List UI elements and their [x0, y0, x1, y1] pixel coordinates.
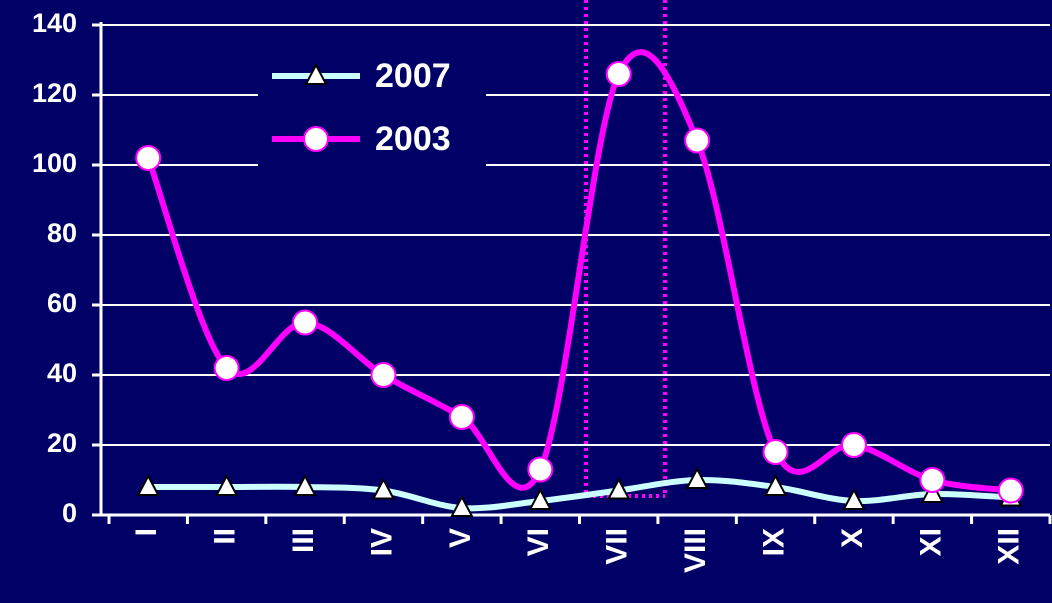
y-tick-label: 0	[62, 498, 77, 528]
marker	[840, 432, 867, 458]
y-tick-label: 80	[47, 218, 77, 248]
legend-label: 2007	[375, 57, 451, 95]
marker	[997, 477, 1024, 504]
marker	[605, 61, 632, 87]
marker	[214, 473, 239, 496]
legend: 2007 2003	[258, 52, 486, 178]
marker	[371, 477, 396, 500]
x-tick-label: I	[130, 528, 163, 536]
y-tick-label: 140	[32, 8, 77, 38]
x-tick-label: IX	[757, 528, 790, 556]
marker	[136, 473, 160, 496]
marker	[919, 467, 946, 493]
marker	[763, 473, 788, 496]
x-tick-label: VII	[601, 528, 634, 565]
marker	[135, 145, 162, 171]
x-tick-label: III	[287, 528, 320, 553]
marker	[304, 62, 328, 85]
marker	[450, 494, 474, 517]
x-tick-label: XI	[914, 528, 947, 556]
legend-label: 2003	[375, 120, 451, 158]
marker	[293, 473, 317, 496]
x-tick-label: VI	[522, 528, 555, 556]
x-tick-label: XII	[993, 528, 1026, 565]
x-tick-label: V	[444, 528, 477, 548]
marker	[685, 466, 709, 489]
marker	[292, 309, 319, 336]
y-tick-label: 20	[47, 428, 77, 458]
marker	[762, 439, 789, 465]
y-tick-label: 120	[32, 78, 77, 108]
legend-box	[258, 52, 486, 178]
x-tick-label: IV	[365, 528, 398, 556]
marker	[527, 456, 554, 483]
marker	[370, 362, 397, 388]
series-line	[145, 49, 1012, 494]
y-tick-label: 40	[47, 358, 77, 388]
marker	[842, 487, 866, 510]
y-tick-label: 100	[32, 148, 77, 178]
marker	[528, 487, 552, 510]
y-tick-label: 60	[47, 288, 77, 318]
marker	[684, 127, 711, 154]
plot	[135, 49, 1024, 517]
x-tick-label: X	[836, 528, 869, 548]
x-tick-label: VIII	[679, 528, 712, 573]
marker	[607, 477, 631, 500]
marker	[303, 126, 329, 152]
marker	[448, 404, 475, 430]
x-tick-label: II	[209, 528, 242, 545]
marker	[213, 355, 240, 381]
